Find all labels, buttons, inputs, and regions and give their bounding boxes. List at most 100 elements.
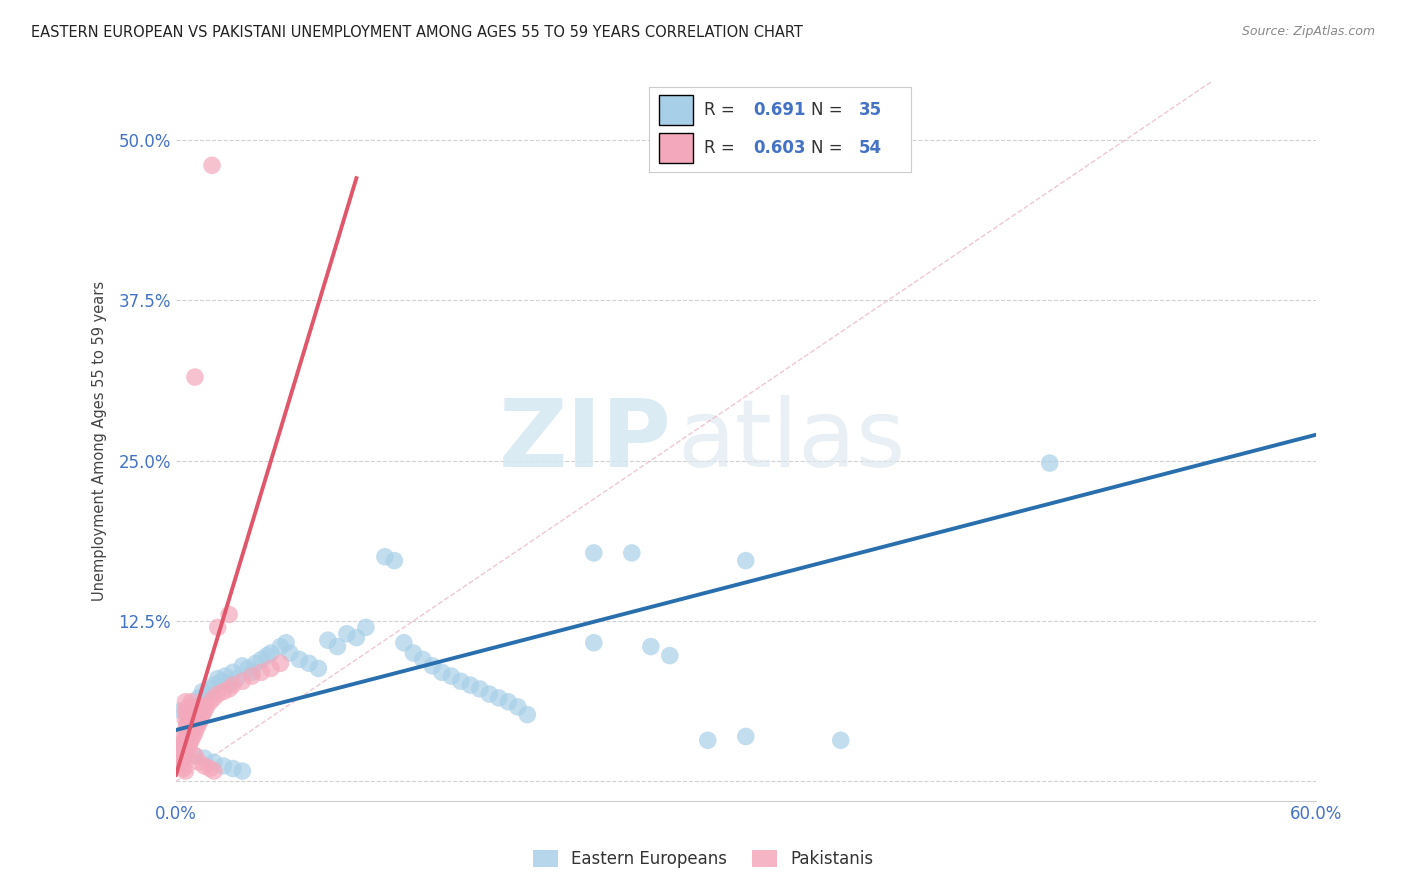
Point xyxy=(186,707,208,722)
Point xyxy=(181,730,204,744)
Point xyxy=(181,716,204,731)
Point xyxy=(640,640,662,654)
Point xyxy=(184,370,207,384)
Point xyxy=(169,755,191,769)
Point xyxy=(202,678,225,692)
Point xyxy=(288,652,311,666)
Point xyxy=(193,759,215,773)
Point xyxy=(214,669,236,683)
Point xyxy=(307,661,329,675)
Point xyxy=(278,646,301,660)
Point xyxy=(174,746,197,760)
Point xyxy=(195,687,218,701)
Point xyxy=(191,684,214,698)
Point xyxy=(187,716,209,731)
Point xyxy=(187,704,209,718)
Point xyxy=(184,700,207,714)
Point xyxy=(222,678,245,692)
Point xyxy=(245,657,267,671)
Point xyxy=(202,764,225,778)
Point xyxy=(193,751,215,765)
Point xyxy=(430,665,453,680)
Point xyxy=(218,607,240,622)
Point xyxy=(184,713,207,727)
Point xyxy=(176,730,198,744)
Point xyxy=(176,716,198,731)
Point xyxy=(170,742,193,756)
Point xyxy=(830,733,852,747)
Point xyxy=(179,725,201,739)
Point xyxy=(231,674,253,689)
Point xyxy=(174,704,197,718)
Point xyxy=(460,678,482,692)
Point xyxy=(207,672,229,686)
Point xyxy=(174,695,197,709)
Point xyxy=(212,684,235,698)
Point xyxy=(202,690,225,705)
Text: Source: ZipAtlas.com: Source: ZipAtlas.com xyxy=(1241,25,1375,38)
Point xyxy=(658,648,681,663)
Point xyxy=(184,700,207,714)
Point xyxy=(198,695,221,709)
Point xyxy=(374,549,396,564)
Point xyxy=(696,733,718,747)
Point xyxy=(180,733,202,747)
Point xyxy=(198,681,221,696)
Point xyxy=(191,707,214,722)
Point xyxy=(274,636,297,650)
Point xyxy=(354,620,377,634)
Point xyxy=(250,652,273,666)
Point xyxy=(176,742,198,756)
Point xyxy=(422,658,444,673)
Point xyxy=(184,748,207,763)
Point xyxy=(225,672,247,686)
Text: ZIP: ZIP xyxy=(499,395,672,487)
Point xyxy=(170,736,193,750)
Point xyxy=(187,690,209,705)
Point xyxy=(316,633,339,648)
Point xyxy=(620,546,643,560)
Point xyxy=(180,707,202,722)
Point xyxy=(173,751,195,765)
Point xyxy=(201,158,224,172)
Point xyxy=(582,546,605,560)
Point xyxy=(170,759,193,773)
Point xyxy=(186,721,208,735)
Point xyxy=(173,739,195,753)
Point xyxy=(184,725,207,739)
Point xyxy=(174,713,197,727)
Point xyxy=(181,704,204,718)
Point xyxy=(169,748,191,763)
Point xyxy=(207,620,229,634)
Point xyxy=(180,695,202,709)
Point xyxy=(468,681,491,696)
Point xyxy=(222,665,245,680)
Point xyxy=(260,661,283,675)
Point xyxy=(202,755,225,769)
Point xyxy=(478,687,501,701)
Point xyxy=(488,690,510,705)
Point xyxy=(516,707,538,722)
Y-axis label: Unemployment Among Ages 55 to 59 years: Unemployment Among Ages 55 to 59 years xyxy=(93,281,107,601)
Legend: Eastern Europeans, Pakistanis: Eastern Europeans, Pakistanis xyxy=(526,843,880,875)
Point xyxy=(250,665,273,680)
Point xyxy=(176,716,198,731)
Point xyxy=(180,707,202,722)
Point xyxy=(195,700,218,714)
Point xyxy=(222,762,245,776)
Point xyxy=(734,553,756,567)
Point xyxy=(218,681,240,696)
Point xyxy=(212,759,235,773)
Point xyxy=(176,704,198,718)
Point xyxy=(256,648,278,663)
Point xyxy=(174,723,197,737)
Point xyxy=(269,640,291,654)
Point xyxy=(190,700,212,714)
Point xyxy=(498,695,520,709)
Point xyxy=(170,704,193,718)
Point xyxy=(326,640,349,654)
Point xyxy=(734,730,756,744)
Point xyxy=(179,739,201,753)
Point xyxy=(344,631,367,645)
Point xyxy=(582,636,605,650)
